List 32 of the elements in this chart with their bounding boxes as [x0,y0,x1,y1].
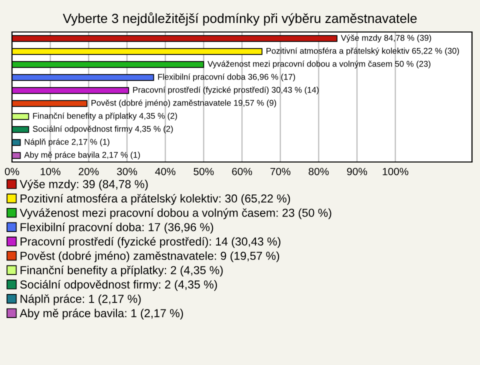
x-tick-label: 60% [232,168,252,176]
x-tick-label: 80% [308,168,329,176]
legend-label: Náplň práce: 1 (2,17 %) [20,294,141,306]
data-label: Vyváženost mezi pracovní dobou a volným časem 50 % (23) [208,60,430,68]
x-tick-label: 30% [116,168,138,176]
data-label: Sociální odpovědnost firmy 4,35 % (2) [32,126,173,134]
legend-label: Flexibilní pracovní doba: 17 (36,96 %) [20,222,214,234]
x-tick-label: 40% [155,168,176,176]
legend-label: Vyváženost mezi pracovní dobou a volným časem: 23 (50 %) [20,208,332,220]
data-label: Aby mě práce bavila 2,17 % (1) [24,152,140,160]
data-label: Výše mzdy 84,78 % (39) [340,34,432,42]
x-tick-label: 20% [78,168,99,176]
legend-label: Výše mzdy: 39 (84,78 %) [20,180,148,190]
x-tick-label: 70% [270,168,290,176]
x-tick-label: 10% [40,168,60,176]
legend-label: Finanční benefity a příplatky: 2 (4,35 %) [20,266,223,277]
data-label: Pozitivní atmosféra a přátelský kolektiv 65,22 % (30) [266,48,459,56]
x-tick-label: 0% [4,168,20,176]
data-label: Náplň práce 2,17 % (1) [24,138,110,146]
data-label: Flexibilní pracovní doba 36,96 % (17) [158,74,296,82]
legend-label: Aby mě práce bavila: 1 (2,17 %) [20,308,184,320]
legend-label: Pozitivní atmosféra a přátelský kolektiv: 30 (65,22 %) [20,194,290,205]
legend-label: Sociální odpovědnost firmy: 2 (4,35 %) [20,280,217,291]
x-tick-label: 50% [194,168,214,176]
chart-title: Vyberte 3 nejdůležitější podmínky při výběru zaměstnavatele [62,12,417,26]
legend-label: Pověst (dobré jméno) zaměstnavatele: 9 (19,57 %) [20,251,280,262]
x-tick-label: 90% [347,168,368,176]
legend-label: Pracovní prostředí (fyzické prostředí): 14 (30,43 %) [20,236,280,248]
data-label: Pověst (dobré jméno) zaměstnavatele 19,57 % (9) [92,100,276,108]
x-tick-label: 100% [382,168,408,176]
data-label: Pracovní prostředí (fyzické prostředí) 30,43 % (14) [133,86,319,94]
data-label: Finanční benefity a příplatky 4,35 % (2) [33,112,177,120]
